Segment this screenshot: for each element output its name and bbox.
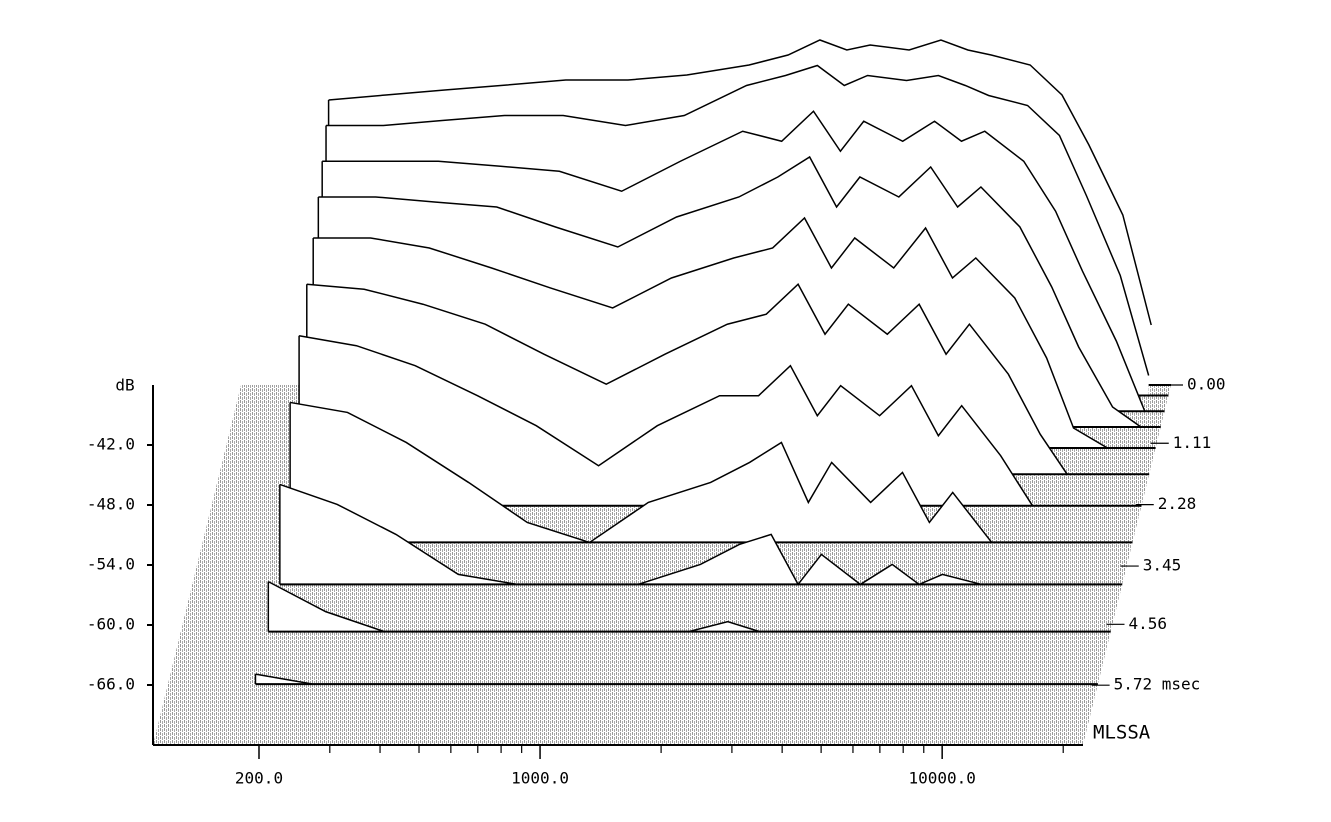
slice-line [289,401,1113,544]
y-tick-label: -60.0 [87,615,135,634]
slice-line [326,64,1150,376]
x-tick-label: 1000.0 [511,769,569,788]
t-tick-label: 0.00 [1187,375,1226,394]
slice-line [267,580,1091,633]
t-tick-label: 5.72 msec [1114,675,1201,694]
t-tick-label: 4.56 [1129,614,1168,633]
annotation: MLSSA [1093,722,1151,744]
y-tick-label: -66.0 [87,675,135,694]
slice-fill [290,402,1113,543]
slice-line [313,216,1136,449]
slice-line [255,673,1079,685]
slice-line [328,39,1152,326]
plot-area [254,39,1171,686]
slice-line [279,483,1103,586]
y-tick-label: -54.0 [87,555,135,574]
t-tick-label: 3.45 [1143,556,1182,575]
x-tick-label: 10000.0 [908,769,975,788]
slice-line [322,110,1146,412]
t-tick-label: 1.11 [1173,433,1212,452]
slice-line [306,282,1130,475]
slice-line [298,334,1122,507]
t-tick-label: 2.28 [1158,494,1197,513]
slice-fill [299,335,1122,506]
slice-fill [279,484,1103,585]
y-tick-label: -48.0 [87,495,135,514]
y-axis-label: dB [115,376,134,395]
slice-line [318,155,1142,428]
y-tick-label: -42.0 [87,435,135,454]
slice-fill [268,581,1091,632]
x-tick-label: 200.0 [235,769,283,788]
